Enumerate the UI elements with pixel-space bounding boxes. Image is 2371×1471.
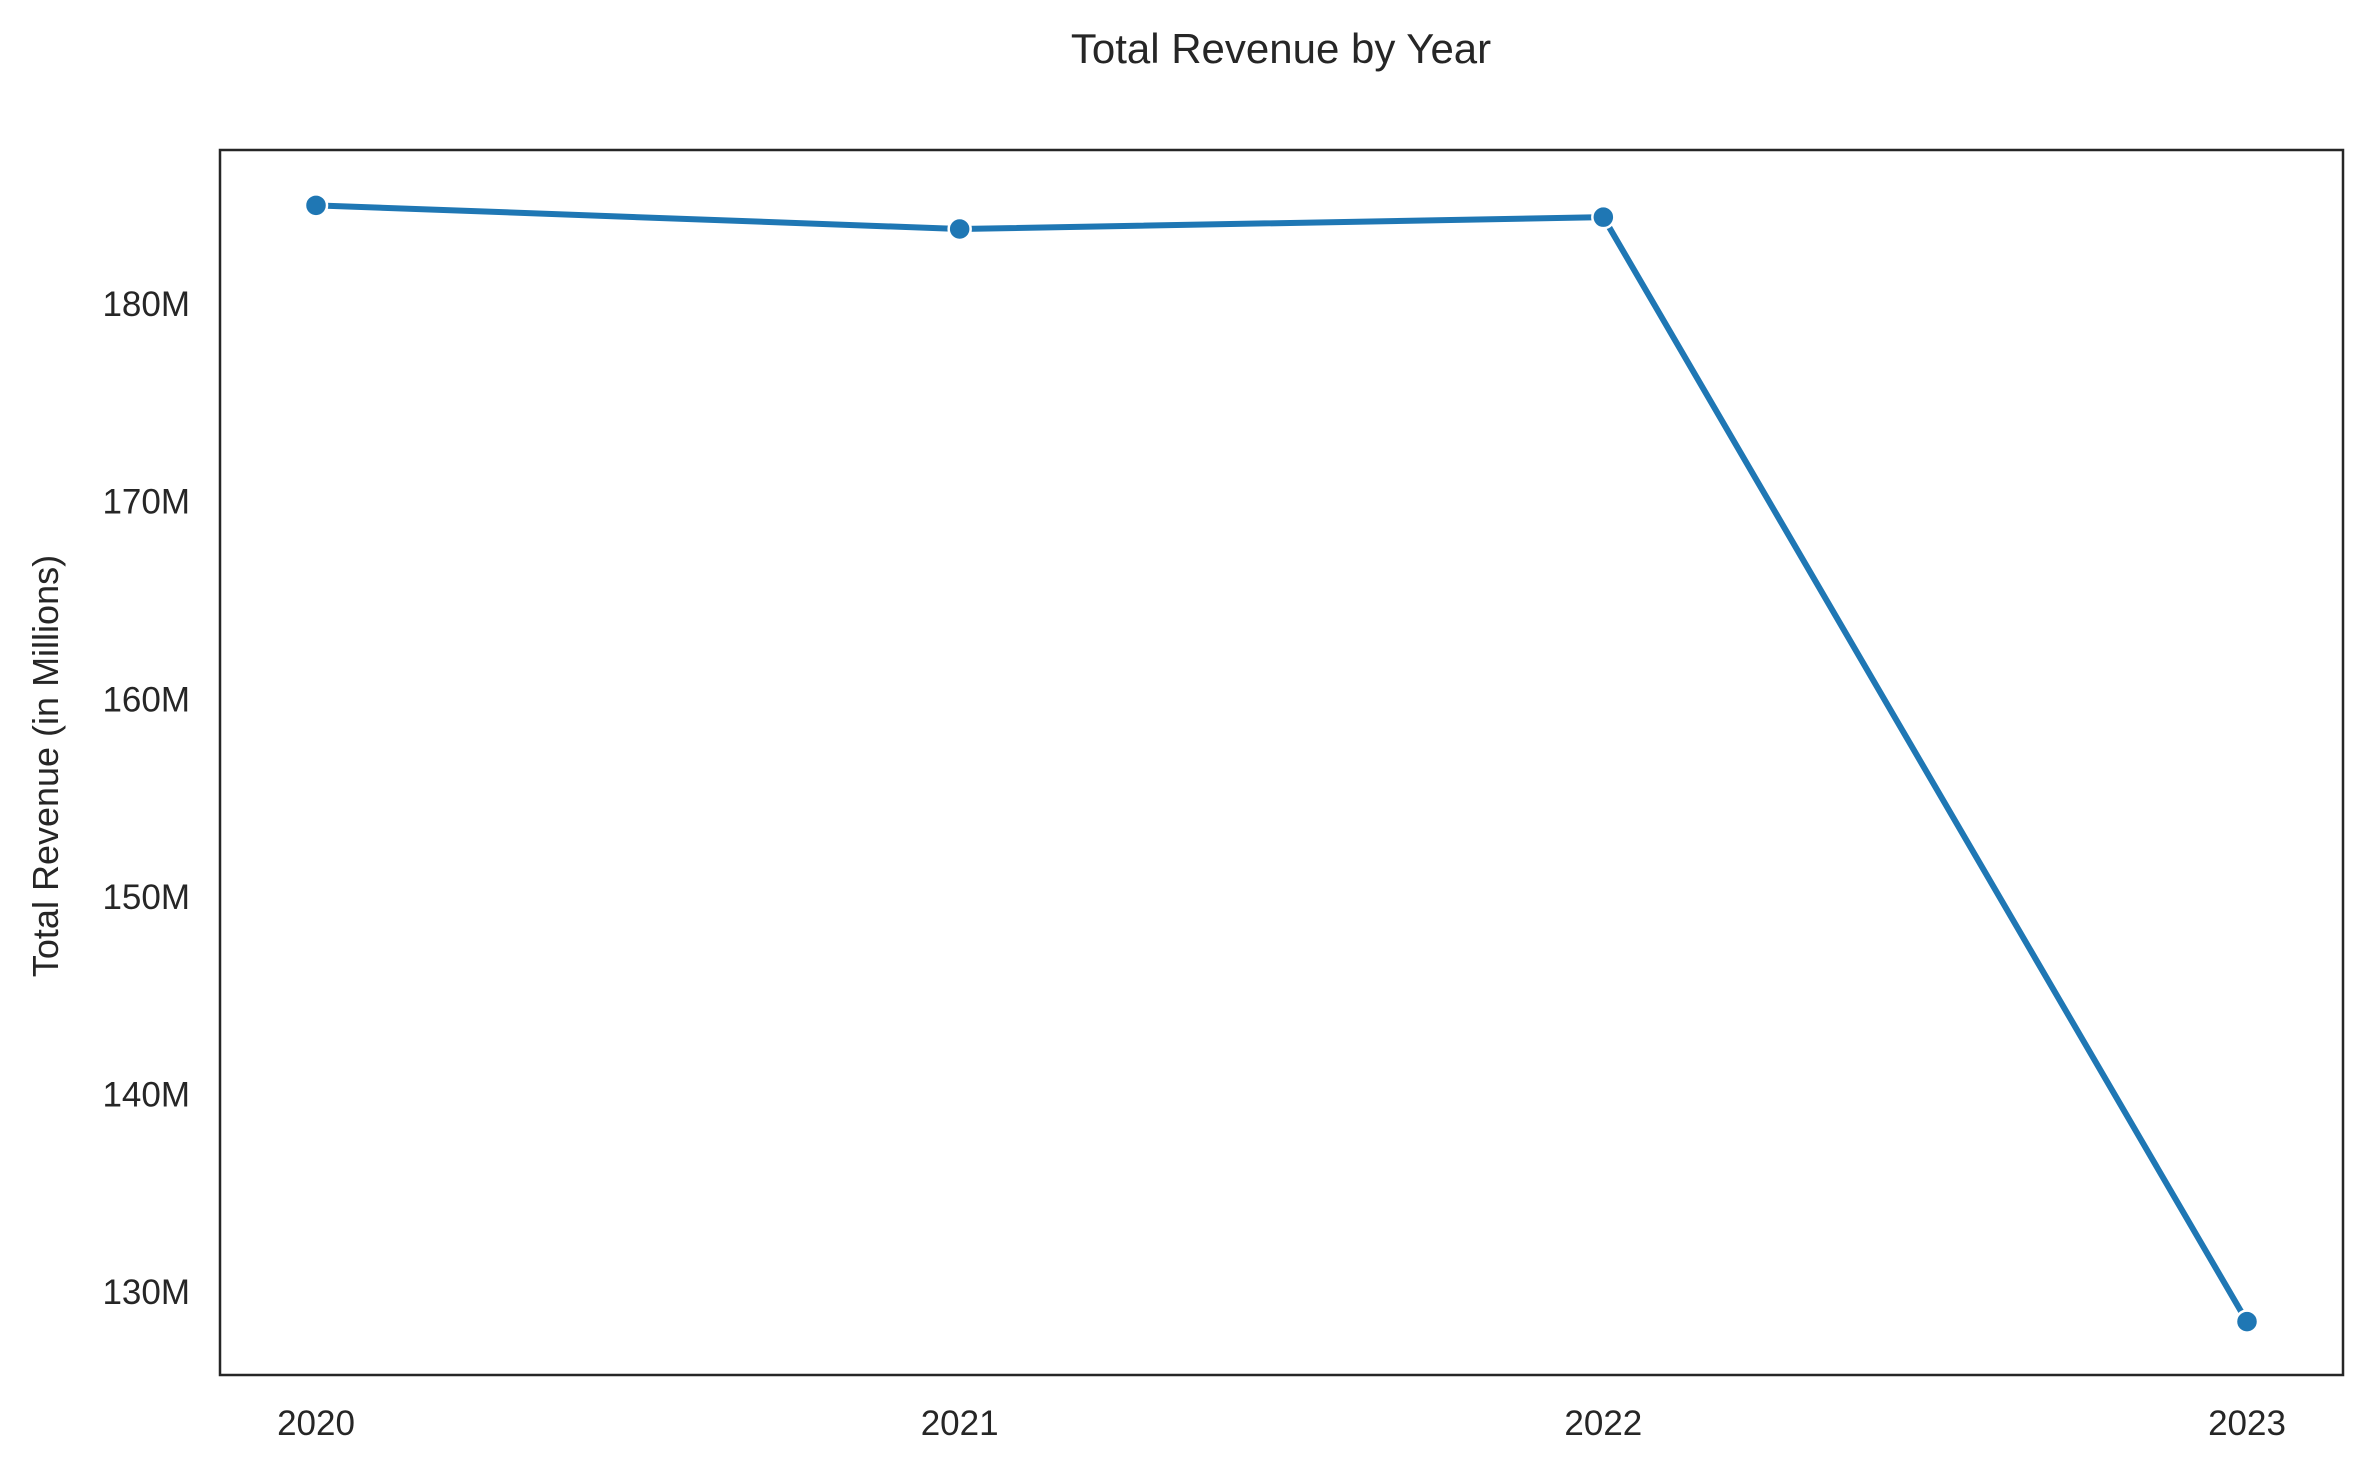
chart-title: Total Revenue by Year (1071, 25, 1491, 72)
series-point (2234, 1309, 2260, 1334)
x-tick-label: 2021 (921, 1404, 999, 1443)
y-tick-label: 180M (102, 285, 190, 324)
plot-frame (218, 148, 2345, 1377)
y-tick-label: 170M (102, 483, 190, 522)
series-point (303, 193, 329, 218)
y-tick-label: 150M (102, 878, 190, 917)
y-axis-label: Total Revenue (in Millions) (25, 555, 66, 977)
x-tick-group: 2020 2021 2022 2023 (277, 1404, 2286, 1443)
series-point (947, 216, 972, 242)
y-tick-group: 130M 140M 150M 160M 170M 180M (102, 285, 190, 1312)
y-tick-label: 160M (102, 680, 190, 719)
y-tick-label: 140M (102, 1075, 190, 1114)
x-tick-label: 2023 (2208, 1404, 2286, 1443)
x-tick-label: 2022 (1564, 1404, 1642, 1443)
series-layer (303, 193, 2260, 1334)
series-line (313, 202, 2250, 1325)
x-tick-label: 2020 (277, 1404, 355, 1443)
series-point (1591, 204, 1616, 230)
y-tick-label: 130M (102, 1273, 190, 1312)
